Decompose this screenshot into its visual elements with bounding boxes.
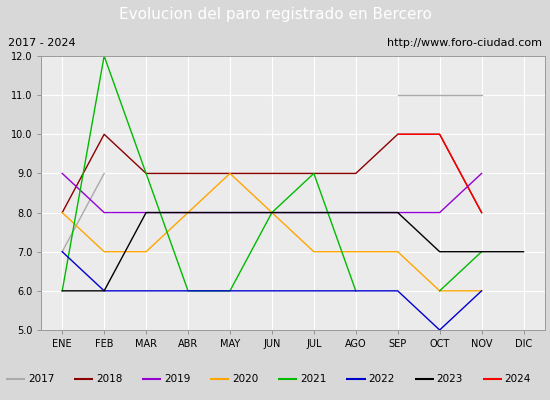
Text: 2017: 2017 <box>28 374 54 384</box>
Text: http://www.foro-ciudad.com: http://www.foro-ciudad.com <box>387 38 542 48</box>
Text: 2024: 2024 <box>504 374 531 384</box>
Text: Evolucion del paro registrado en Bercero: Evolucion del paro registrado en Bercero <box>119 8 431 22</box>
Text: 2020: 2020 <box>232 374 258 384</box>
Text: 2019: 2019 <box>164 374 190 384</box>
Text: 2018: 2018 <box>96 374 122 384</box>
Text: 2022: 2022 <box>368 374 394 384</box>
Text: 2017 - 2024: 2017 - 2024 <box>8 38 76 48</box>
Text: 2021: 2021 <box>300 374 327 384</box>
Text: 2023: 2023 <box>436 374 463 384</box>
